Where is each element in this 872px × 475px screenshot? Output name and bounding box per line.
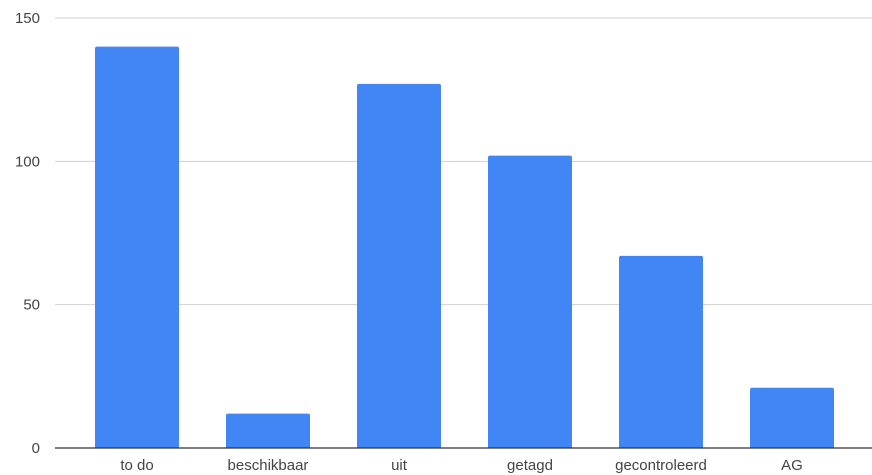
bars bbox=[95, 46, 834, 449]
bar-beschikbaar[interactable] bbox=[226, 413, 310, 448]
y-tick-label: 0 bbox=[32, 440, 40, 457]
bar-gecontroleerd[interactable] bbox=[619, 255, 703, 448]
x-tick-label: gecontroleerd bbox=[615, 457, 707, 474]
x-tick-label: AG bbox=[781, 457, 803, 474]
bar-ag[interactable] bbox=[750, 387, 834, 448]
x-tick-label: getagd bbox=[507, 457, 553, 474]
y-tick-labels: 0 50 100 150 bbox=[15, 10, 40, 457]
x-tick-label: to do bbox=[120, 457, 153, 474]
bar-to-do[interactable] bbox=[95, 46, 179, 449]
x-tick-labels: to do beschikbaar uit getagd gecontroleerd AG bbox=[120, 457, 803, 474]
gridlines bbox=[55, 17, 872, 306]
y-tick-label: 100 bbox=[15, 153, 40, 170]
x-tick-label: uit bbox=[391, 457, 408, 474]
x-tick-label: beschikbaar bbox=[228, 457, 309, 474]
bar-uit[interactable] bbox=[357, 83, 441, 448]
y-tick-label: 150 bbox=[15, 10, 40, 27]
bar-getagd[interactable] bbox=[488, 155, 572, 448]
y-tick-label: 50 bbox=[23, 297, 40, 314]
